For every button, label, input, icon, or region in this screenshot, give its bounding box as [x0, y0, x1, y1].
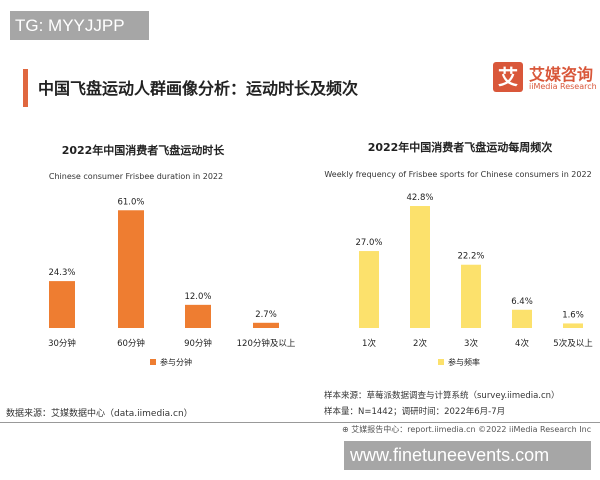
category-label: 5次及以上: [553, 338, 593, 349]
title-accent-bar: [23, 69, 28, 107]
data-label: 61.0%: [117, 197, 144, 207]
category-label: 30分钟: [48, 338, 76, 349]
category-label: 3次: [464, 338, 478, 349]
watermark-top: TG: MYYJJPP: [10, 11, 149, 40]
watermark-bottom: www.finetuneevents.com: [344, 441, 591, 470]
legend-label: 参与分钟: [160, 357, 192, 367]
data-label: 2.7%: [255, 310, 277, 320]
category-label: 90分钟: [184, 338, 212, 349]
bar: [512, 309, 532, 328]
data-label: 27.0%: [355, 238, 382, 248]
bar: [410, 206, 430, 328]
chart1-title: 2022年中国消费者飞盘运动时长: [61, 144, 225, 157]
category-label: 120分钟及以上: [237, 338, 296, 349]
category-label: 60分钟: [117, 338, 145, 349]
data-label: 12.0%: [184, 292, 211, 302]
data-source: 数据来源：艾媒数据中心（data.iimedia.cn）: [6, 409, 193, 419]
globe-icon: ⊕: [342, 425, 352, 434]
bar: [253, 322, 279, 328]
chart2-subtitle: Weekly frequency of Frisbee sports for C…: [324, 170, 592, 179]
data-label: 24.3%: [48, 268, 75, 278]
sample-size: 样本量：N=1442；调研时间：2022年6月-7月: [324, 407, 506, 417]
bar: [563, 323, 583, 328]
bar: [49, 281, 75, 328]
logo-en: iiMedia Research: [529, 82, 597, 91]
legend-swatch: [150, 359, 156, 365]
data-label: 6.4%: [511, 297, 533, 307]
report-text: 艾媒报告中心：report.iimedia.cn ©2022 iiMedia R…: [351, 425, 592, 434]
data-label: 22.2%: [457, 252, 484, 262]
chart1-subtitle: Chinese consumer Frisbee duration in 202…: [48, 172, 224, 181]
chart2-title: 2022年中国消费者飞盘运动每周频次: [367, 141, 553, 154]
logo-cn: 艾媒咨询: [529, 65, 594, 84]
report-credit: ⊕ 艾媒报告中心：report.iimedia.cn ©2022 iiMedia…: [342, 424, 591, 435]
bar: [461, 264, 481, 328]
sample-source: 样本来源：草莓派数据调查与计算系统（survey.iimedia.cn）: [324, 391, 560, 401]
divider: [0, 422, 600, 423]
category-label: 2次: [413, 338, 427, 349]
legend-label: 参与频率: [448, 357, 480, 367]
logo-icon: 艾: [493, 62, 523, 92]
bar: [118, 210, 144, 328]
bar: [185, 304, 211, 328]
category-label: 1次: [362, 338, 376, 349]
page-title: 中国飞盘运动人群画像分析：运动时长及频次: [38, 79, 359, 98]
bar: [359, 251, 379, 328]
category-label: 4次: [515, 338, 529, 349]
data-label: 1.6%: [562, 310, 584, 320]
legend-swatch: [438, 359, 444, 365]
data-label: 42.8%: [406, 193, 433, 203]
